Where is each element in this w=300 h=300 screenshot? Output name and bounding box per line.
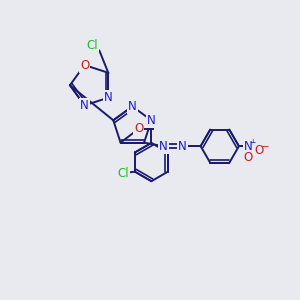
Text: O: O [80,58,89,72]
Text: N: N [80,99,89,112]
Text: O: O [243,151,253,164]
Text: N: N [147,114,156,127]
Text: −: − [261,142,270,152]
Text: Cl: Cl [86,39,98,52]
Text: O: O [254,144,264,157]
Text: N: N [178,140,187,153]
Text: N: N [104,91,112,104]
Text: N: N [128,100,137,113]
Text: N: N [244,140,252,153]
Text: N: N [159,140,168,153]
Text: O: O [134,122,143,135]
Text: +: + [249,138,256,147]
Text: Cl: Cl [118,167,129,180]
